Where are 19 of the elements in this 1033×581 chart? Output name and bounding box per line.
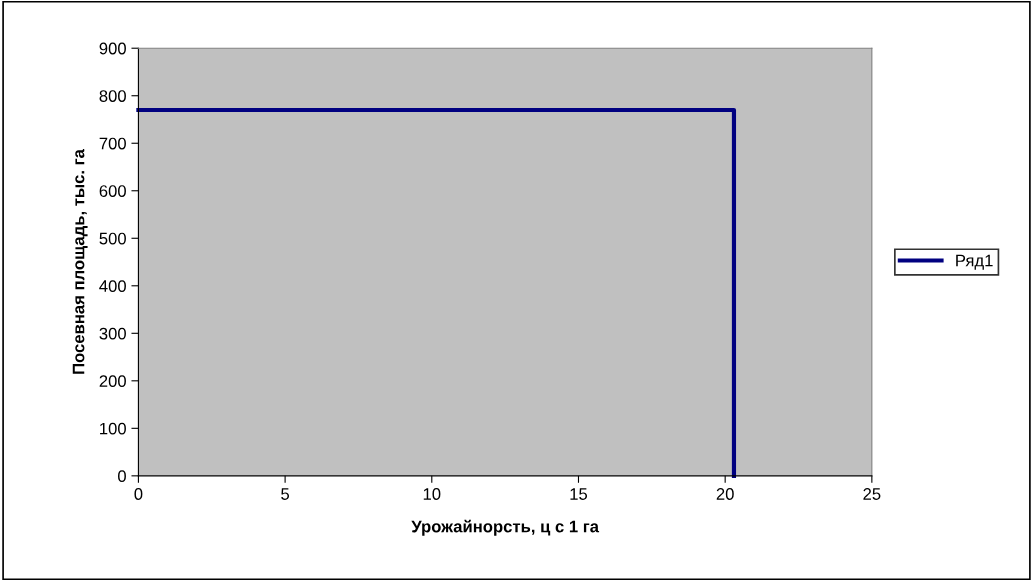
x-tick-label: 0 <box>134 488 143 500</box>
x-tick-label: 25 <box>863 488 881 500</box>
y-tick-label: 100 <box>100 422 126 435</box>
y-tick-label: 300 <box>99 327 126 340</box>
x-tick-label: 10 <box>423 488 441 500</box>
legend-label: Ряд1 <box>956 254 993 270</box>
y-tick-label: 400 <box>99 280 126 292</box>
x-tick-label: 20 <box>716 488 734 500</box>
y-tick-label: 800 <box>99 90 126 102</box>
y-axis-title: Посевная площадь, тыс. га <box>72 149 88 374</box>
y-tick-label: 500 <box>99 232 126 245</box>
x-tick-label: 15 <box>570 488 588 500</box>
y-tick-label: 200 <box>99 375 126 388</box>
y-tick-label: 700 <box>99 137 126 150</box>
y-tick-label: 900 <box>99 42 126 55</box>
y-tick-label: 0 <box>118 470 126 483</box>
x-axis-title: Урожайнорсть, ц с 1 га <box>411 519 600 536</box>
x-tick-label: 5 <box>281 488 290 500</box>
y-tick-label: 600 <box>99 185 126 197</box>
